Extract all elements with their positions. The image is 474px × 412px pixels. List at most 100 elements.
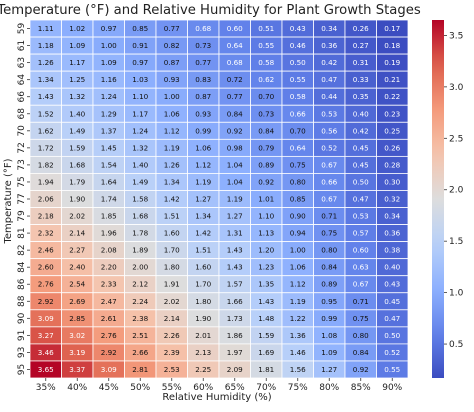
y-tick-labels: 59 61 63 64 66 68 70 72 73 75 77 79 81 82 84 86 88 90 91 93… <box>17 23 30 375</box>
cell-value-label: 1.13 <box>258 229 274 238</box>
cell-value-label: 1.34 <box>38 75 54 84</box>
cell-value-label: 0.87 <box>195 92 211 101</box>
cell-value-label: 1.00 <box>164 92 180 101</box>
cell-value-label: 2.76 <box>38 280 54 289</box>
cell-value-label: 1.94 <box>38 177 54 186</box>
cell-value-label: 1.42 <box>195 229 211 238</box>
cell-value-label: 1.34 <box>164 177 180 186</box>
cell-value-label: 0.75 <box>321 229 337 238</box>
cell-value-label: 0.82 <box>164 41 180 50</box>
cell-value-label: 0.92 <box>353 365 369 374</box>
y-tick-label: 91 <box>17 330 27 341</box>
cell-value-label: 1.27 <box>321 365 337 374</box>
cell-value-label: 1.25 <box>69 75 85 84</box>
cell-value-label: 0.44 <box>321 92 337 101</box>
cell-value-label: 0.64 <box>227 41 243 50</box>
cell-value-label: 0.99 <box>195 126 211 135</box>
cell-value-label: 1.40 <box>132 160 148 169</box>
cell-value-label: 3.65 <box>38 365 54 374</box>
cell-value-label: 2.60 <box>38 263 54 272</box>
cell-value-label: 2.61 <box>101 314 117 323</box>
cell-value-label: 0.26 <box>353 24 369 33</box>
y-tick-label: 79 <box>17 210 27 222</box>
cell-value-label: 0.27 <box>353 41 369 50</box>
cell-value-label: 1.06 <box>290 263 306 272</box>
cell-value-label: 0.90 <box>290 212 306 221</box>
cell-value-label: 0.23 <box>384 109 400 118</box>
x-tick-label: 75% <box>288 383 308 393</box>
cell-value-label: 3.09 <box>101 365 117 374</box>
cell-value-label: 1.96 <box>101 229 117 238</box>
cell-value-label: 2.92 <box>101 348 117 357</box>
cell-value-label: 1.78 <box>132 229 148 238</box>
cell-value-label: 1.00 <box>101 41 117 50</box>
cell-value-label: 0.31 <box>353 58 369 67</box>
cell-value-label: 1.24 <box>101 92 117 101</box>
cell-value-label: 1.09 <box>101 58 117 67</box>
colorbar: 0.5 1.0 1.5 2.0 2.5 3.0 3.5 <box>432 20 464 378</box>
cell-value-label: 1.04 <box>227 160 243 169</box>
cell-value-label: 1.57 <box>227 280 243 289</box>
cell-value-label: 3.37 <box>69 365 85 374</box>
cell-value-label: 0.71 <box>321 212 337 221</box>
cell-value-label: 3.02 <box>69 331 85 340</box>
cell-value-label: 1.89 <box>132 246 148 255</box>
cell-value-label: 1.90 <box>69 195 85 204</box>
cell-value-label: 0.67 <box>353 280 369 289</box>
cell-value-label: 2.54 <box>69 280 85 289</box>
colorbar-tick-label: 2.5 <box>449 134 463 144</box>
cell-value-label: 1.64 <box>101 177 117 186</box>
cell-value-label: 0.72 <box>227 75 243 84</box>
cell-value-label: 1.81 <box>258 365 274 374</box>
cell-value-label: 0.55 <box>258 41 274 50</box>
cell-value-label: 0.67 <box>321 195 337 204</box>
cell-value-label: 2.02 <box>164 297 180 306</box>
cell-value-label: 1.97 <box>227 348 243 357</box>
cell-value-label: 2.18 <box>38 212 54 221</box>
cell-value-label: 0.84 <box>227 109 243 118</box>
cell-value-label: 0.62 <box>258 75 274 84</box>
y-tick-label: 64 <box>17 74 27 86</box>
cell-value-label: 1.12 <box>290 280 306 289</box>
cell-value-label: 0.47 <box>321 75 337 84</box>
cell-value-label: 2.13 <box>195 348 211 357</box>
cell-value-label: 1.74 <box>101 195 117 204</box>
x-tick-label: 55% <box>162 383 182 393</box>
cell-value-label: 1.49 <box>69 126 85 135</box>
cell-value-label: 0.95 <box>321 297 337 306</box>
cell-value-label: 2.81 <box>132 365 148 374</box>
cell-value-label: 1.60 <box>195 263 211 272</box>
cell-value-label: 1.86 <box>227 331 243 340</box>
cell-value-label: 0.84 <box>321 263 337 272</box>
cell-value-label: 1.48 <box>258 314 274 323</box>
y-tick-label: 82 <box>17 244 27 255</box>
cell-value-label: 0.80 <box>290 177 306 186</box>
cell-value-label: 3.27 <box>38 331 54 340</box>
cell-value-label: 0.45 <box>353 143 369 152</box>
x-tick-label: 70% <box>256 383 276 393</box>
y-tick-label: 81 <box>17 227 27 238</box>
cell-value-label: 2.09 <box>227 365 243 374</box>
cell-value-label: 0.92 <box>227 126 243 135</box>
cell-value-label: 1.17 <box>132 109 148 118</box>
x-tick-label: 40% <box>67 383 87 393</box>
cell-value-label: 0.46 <box>290 41 306 50</box>
cell-value-label: 1.11 <box>38 24 54 33</box>
cell-value-label: 1.17 <box>69 58 85 67</box>
cell-value-label: 1.24 <box>132 126 148 135</box>
cell-value-label: 1.06 <box>164 109 180 118</box>
cell-value-label: 1.68 <box>132 212 148 221</box>
cell-value-label: 1.37 <box>101 126 117 135</box>
y-tick-label: 73 <box>17 159 27 170</box>
y-tick-label: 70 <box>17 125 27 137</box>
cell-value-label: 1.32 <box>132 143 148 152</box>
cell-value-label: 0.52 <box>384 348 400 357</box>
cell-value-label: 1.10 <box>132 92 148 101</box>
cell-value-label: 1.72 <box>38 143 54 152</box>
cell-value-label: 0.52 <box>321 143 337 152</box>
cell-value-label: 0.84 <box>353 348 369 357</box>
cell-value-label: 0.22 <box>384 92 400 101</box>
cell-value-label: 2.39 <box>164 348 180 357</box>
cell-value-label: 2.66 <box>132 348 148 357</box>
cell-value-label: 0.99 <box>321 314 337 323</box>
